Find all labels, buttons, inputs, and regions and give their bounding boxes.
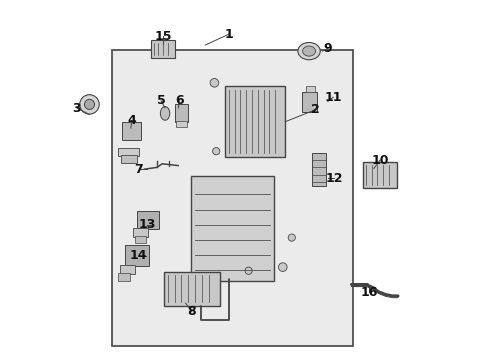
Bar — [191, 176, 274, 281]
Bar — [164, 272, 220, 306]
Bar — [112, 50, 353, 346]
Bar — [301, 92, 317, 112]
Bar — [118, 148, 139, 156]
Bar — [120, 265, 135, 274]
Circle shape — [288, 234, 295, 241]
Text: 7: 7 — [134, 163, 143, 176]
Ellipse shape — [298, 42, 320, 60]
Bar — [306, 86, 315, 92]
Bar — [118, 273, 130, 281]
Bar — [121, 155, 137, 163]
Text: 10: 10 — [371, 154, 389, 167]
Circle shape — [213, 148, 220, 155]
Bar — [225, 86, 285, 157]
Bar — [176, 121, 187, 127]
Bar — [363, 162, 397, 188]
Text: 4: 4 — [127, 114, 136, 127]
Text: 1: 1 — [224, 28, 233, 41]
Bar — [133, 228, 148, 237]
Bar — [312, 153, 326, 186]
Text: 13: 13 — [138, 219, 156, 231]
Text: 2: 2 — [311, 103, 319, 116]
Text: 6: 6 — [175, 94, 183, 107]
Circle shape — [278, 263, 287, 271]
Text: 5: 5 — [157, 94, 166, 107]
Bar — [125, 245, 149, 266]
Text: 8: 8 — [187, 305, 196, 318]
Bar — [122, 122, 141, 140]
Bar — [175, 104, 189, 122]
Text: 16: 16 — [361, 286, 378, 299]
Text: 3: 3 — [73, 102, 81, 114]
Bar — [137, 211, 159, 229]
Text: 12: 12 — [325, 172, 343, 185]
Circle shape — [84, 99, 95, 109]
Circle shape — [210, 78, 219, 87]
Text: 11: 11 — [324, 91, 342, 104]
Ellipse shape — [303, 46, 316, 56]
Text: 14: 14 — [130, 249, 147, 262]
Bar — [135, 236, 146, 243]
Ellipse shape — [160, 107, 170, 120]
Text: 15: 15 — [154, 30, 171, 42]
Circle shape — [80, 95, 99, 114]
Circle shape — [245, 267, 252, 274]
Bar — [151, 40, 175, 58]
Text: 9: 9 — [323, 42, 332, 55]
